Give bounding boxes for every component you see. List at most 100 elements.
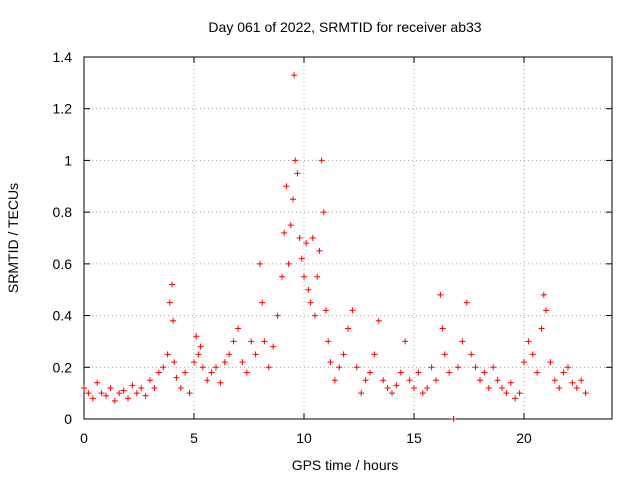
chart-title: Day 061 of 2022, SRMTID for receiver ab3… xyxy=(208,19,481,35)
data-point xyxy=(81,384,87,391)
data-point xyxy=(547,359,554,366)
data-point xyxy=(239,359,246,366)
y-axis-label: SRMTID / TECUs xyxy=(5,183,21,293)
data-point xyxy=(147,377,153,384)
data-point xyxy=(582,390,589,397)
data-point xyxy=(380,377,387,384)
data-point xyxy=(199,364,206,371)
data-point xyxy=(98,390,105,397)
data-point xyxy=(204,377,211,384)
data-point xyxy=(133,390,140,397)
x-tick-label: 0 xyxy=(80,430,88,446)
x-tick-label: 10 xyxy=(296,430,312,446)
data-point xyxy=(433,377,439,384)
axis-ticks: 0 0.2 0.4 0.6 0.8 1 1.2 1.4 0 5 10 15 20 xyxy=(53,49,612,446)
data-point xyxy=(294,170,301,177)
data-point xyxy=(499,384,505,391)
data-point xyxy=(142,392,149,399)
data-point xyxy=(265,364,272,371)
data-point xyxy=(285,260,292,267)
y-tick-label: 1.4 xyxy=(53,49,73,65)
data-point xyxy=(507,379,514,386)
data-point xyxy=(298,255,305,262)
data-point xyxy=(551,377,558,384)
data-point xyxy=(516,390,523,397)
data-point xyxy=(402,338,409,345)
data-point xyxy=(226,351,233,358)
data-point xyxy=(283,183,290,190)
data-point xyxy=(155,369,162,376)
data-point xyxy=(463,299,470,306)
data-point xyxy=(367,369,373,376)
data-point xyxy=(193,333,200,340)
data-point xyxy=(111,397,118,404)
data-point xyxy=(301,273,307,280)
data-point xyxy=(569,379,576,386)
x-tick-label: 20 xyxy=(516,430,532,446)
data-point xyxy=(252,351,259,358)
data-point xyxy=(477,377,483,384)
data-point xyxy=(490,364,497,371)
data-point xyxy=(191,359,197,366)
data-points xyxy=(81,72,589,422)
data-point xyxy=(314,273,321,280)
data-point xyxy=(290,196,296,203)
data-point xyxy=(177,384,184,391)
data-point xyxy=(459,338,466,345)
data-point xyxy=(494,377,501,384)
data-point xyxy=(371,351,378,358)
data-point xyxy=(441,351,448,358)
data-point xyxy=(565,364,571,371)
data-point xyxy=(327,359,334,366)
data-point xyxy=(307,299,314,306)
data-point xyxy=(166,299,173,306)
data-point xyxy=(270,343,277,350)
data-point xyxy=(164,351,171,358)
data-point xyxy=(312,312,318,319)
data-point xyxy=(197,343,204,350)
data-point xyxy=(173,374,180,381)
data-point xyxy=(221,359,228,366)
data-point xyxy=(138,384,145,391)
data-point xyxy=(259,299,266,306)
data-point xyxy=(397,369,404,376)
data-point xyxy=(107,384,114,391)
data-point xyxy=(195,351,202,358)
data-point xyxy=(512,395,519,402)
data-point xyxy=(125,395,131,402)
data-point xyxy=(182,369,189,376)
data-point xyxy=(160,364,167,371)
data-point xyxy=(305,286,312,293)
data-point xyxy=(217,379,224,386)
data-point xyxy=(468,351,475,358)
y-tick-label: 0.2 xyxy=(53,359,73,375)
data-point xyxy=(279,273,285,280)
data-point xyxy=(230,338,237,345)
data-point xyxy=(336,364,343,371)
data-point xyxy=(169,281,175,288)
data-point xyxy=(538,325,545,332)
data-point xyxy=(411,384,417,391)
data-point xyxy=(261,338,268,345)
data-point xyxy=(485,384,492,391)
data-point xyxy=(455,364,461,371)
data-point xyxy=(384,384,391,391)
data-point xyxy=(323,307,329,314)
data-point xyxy=(389,390,395,397)
data-point xyxy=(303,240,310,247)
grid-lines xyxy=(84,57,612,419)
data-point xyxy=(534,369,541,376)
data-point xyxy=(281,229,288,236)
data-point xyxy=(503,390,510,397)
y-tick-label: 0 xyxy=(64,411,72,427)
data-point xyxy=(318,157,325,164)
data-point xyxy=(316,247,323,254)
data-point xyxy=(170,317,177,324)
data-point xyxy=(320,209,327,216)
data-point xyxy=(243,369,250,376)
data-point xyxy=(358,390,365,397)
data-point xyxy=(375,317,382,324)
data-point xyxy=(353,364,360,371)
y-tick-label: 0.4 xyxy=(53,308,73,324)
